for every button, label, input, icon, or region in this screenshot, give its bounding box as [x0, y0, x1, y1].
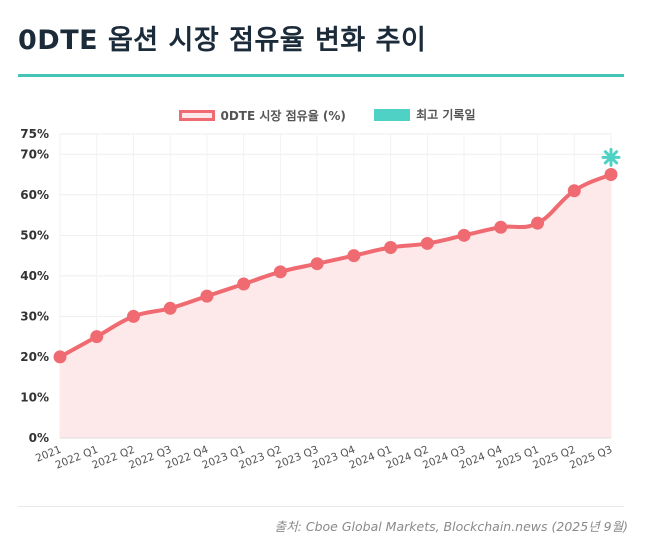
series-line-share	[58, 172, 613, 359]
y-tick-label: 0%	[29, 431, 49, 445]
y-tick-label: 30%	[20, 309, 49, 323]
data-point-2025-q1	[531, 216, 545, 230]
data-point-2024-q2	[420, 236, 434, 250]
record-marker	[601, 147, 621, 167]
data-point-2022-q2	[126, 309, 140, 323]
x-tick-label: 2025 Q3	[568, 444, 614, 472]
data-point-2023-q3	[310, 257, 324, 271]
data-point-2025-q3	[604, 168, 618, 182]
title-divider	[18, 74, 624, 77]
data-point-2024-q4	[494, 220, 508, 234]
record-marker-stroke	[603, 150, 619, 165]
y-tick-label: 60%	[20, 188, 49, 202]
chart-legend: 0DTE 시장 점유율 (%) 최고 기록일	[0, 106, 658, 124]
y-tick-label: 20%	[20, 350, 49, 364]
data-point-2023-q4	[347, 249, 361, 263]
data-point-2022-q4	[200, 289, 214, 303]
data-point-2023-q1	[237, 277, 251, 291]
page-title: 0DTE 옵션 시장 점유율 변화 추이	[18, 25, 427, 56]
footer-divider	[18, 506, 624, 507]
data-point-2024-q3	[457, 228, 471, 242]
legend-swatch-share	[178, 109, 215, 121]
legend-item-share[interactable]: 0DTE 시장 점유율 (%)	[178, 107, 346, 124]
data-point-2021	[53, 350, 67, 364]
data-point-2022-q1	[90, 330, 104, 344]
data-point-2022-q3	[163, 301, 177, 315]
data-point-2025-q2	[567, 184, 581, 198]
data-point-2023-q2	[273, 265, 287, 279]
y-tick-label: 50%	[20, 228, 49, 242]
source-caption: 출처: Cboe Global Markets, Blockchain.news…	[274, 519, 628, 534]
y-tick-label: 40%	[20, 269, 49, 283]
y-tick-label: 75%	[20, 127, 49, 141]
series-area	[60, 174, 611, 439]
legend-label-share: 0DTE 시장 점유율 (%)	[220, 108, 346, 123]
y-tick-label: 10%	[20, 390, 49, 404]
legend-swatch-record	[374, 108, 411, 121]
legend-label-record: 최고 기록일	[416, 108, 476, 122]
legend-item-record[interactable]: 최고 기록일	[374, 106, 476, 123]
data-point-2024-q1	[384, 240, 398, 254]
y-tick-label: 70%	[20, 147, 49, 161]
